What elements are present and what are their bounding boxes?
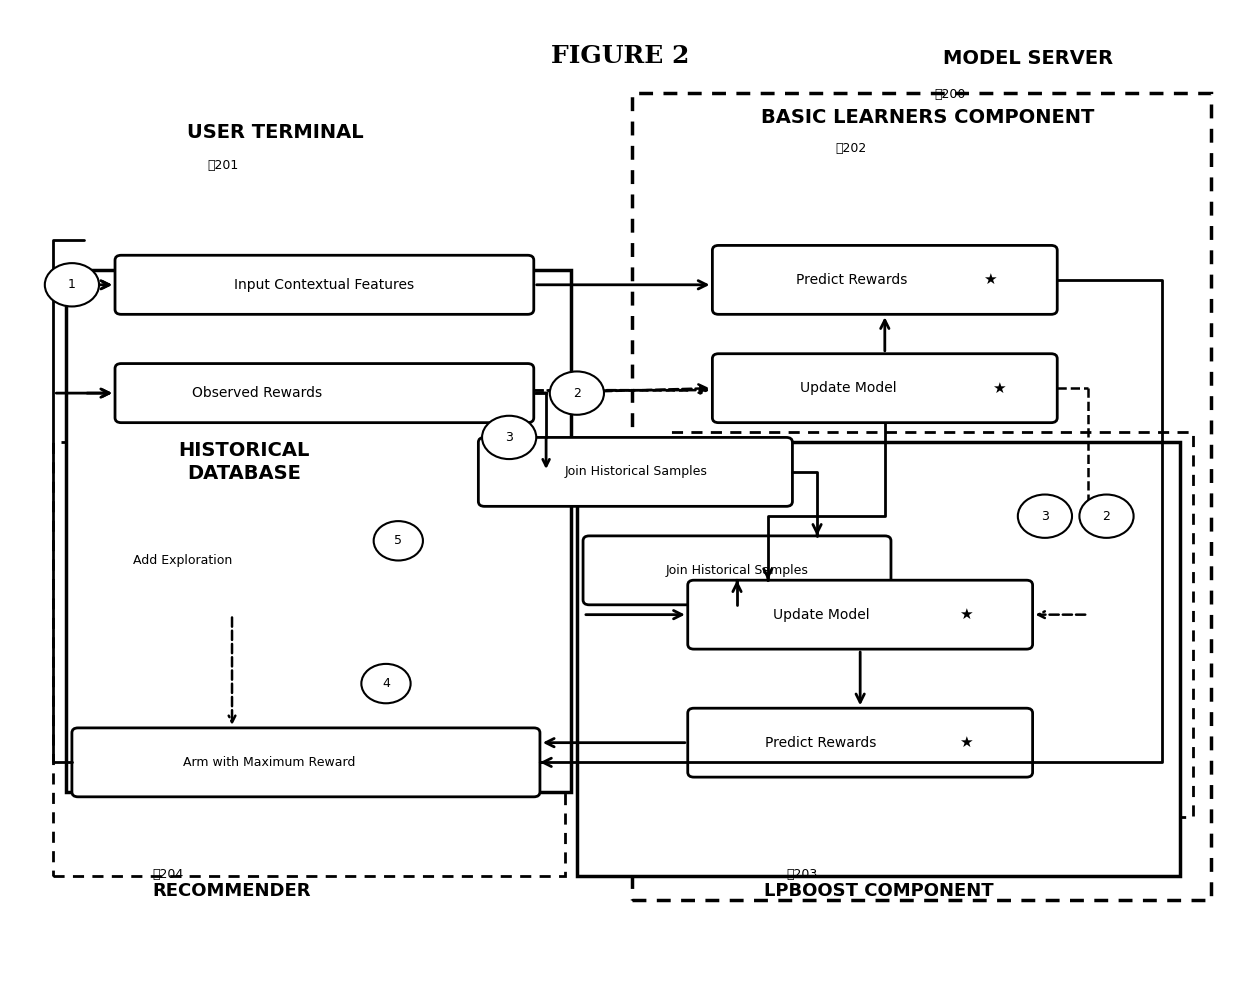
Text: BASIC LEARNERS COMPONENT: BASIC LEARNERS COMPONENT <box>761 108 1095 127</box>
Text: Join Historical Samples: Join Historical Samples <box>666 564 808 577</box>
Text: 4: 4 <box>382 677 389 690</box>
FancyBboxPatch shape <box>115 255 533 315</box>
Text: 2: 2 <box>573 386 580 399</box>
Circle shape <box>549 371 604 415</box>
Bar <box>670 433 1193 816</box>
FancyBboxPatch shape <box>115 363 533 423</box>
Text: ★: ★ <box>983 272 997 287</box>
Circle shape <box>45 263 99 307</box>
Text: HISTORICAL
DATABASE: HISTORICAL DATABASE <box>179 441 310 484</box>
Text: 〈201: 〈201 <box>207 159 238 172</box>
Text: USER TERMINAL: USER TERMINAL <box>187 123 363 142</box>
Text: 3: 3 <box>1042 509 1049 522</box>
Bar <box>66 270 570 791</box>
Text: 3: 3 <box>505 431 513 444</box>
Text: ★: ★ <box>959 735 972 750</box>
Text: MODEL SERVER: MODEL SERVER <box>942 50 1112 69</box>
Circle shape <box>373 521 423 560</box>
FancyBboxPatch shape <box>712 354 1058 423</box>
Text: 〈200: 〈200 <box>934 87 966 101</box>
Text: Join Historical Samples: Join Historical Samples <box>564 466 708 479</box>
FancyBboxPatch shape <box>479 438 792 506</box>
Circle shape <box>1079 495 1133 538</box>
Text: FIGURE 2: FIGURE 2 <box>551 44 689 68</box>
Text: 〈204: 〈204 <box>153 868 184 881</box>
Text: ★: ★ <box>959 607 972 623</box>
Text: Update Model: Update Model <box>773 608 874 622</box>
Text: LPBOOST COMPONENT: LPBOOST COMPONENT <box>764 883 993 901</box>
Circle shape <box>1018 495 1073 538</box>
Text: Arm with Maximum Reward: Arm with Maximum Reward <box>182 756 355 769</box>
Bar <box>84 541 398 615</box>
Circle shape <box>361 664 410 703</box>
Circle shape <box>482 416 536 459</box>
Text: 5: 5 <box>394 534 402 547</box>
Text: Add Exploration: Add Exploration <box>133 554 232 567</box>
Text: Predict Rewards: Predict Rewards <box>765 736 882 750</box>
Text: Update Model: Update Model <box>800 381 897 395</box>
FancyBboxPatch shape <box>688 708 1033 778</box>
Bar <box>632 92 1211 901</box>
Text: 〈203: 〈203 <box>786 868 817 881</box>
Text: 1: 1 <box>68 278 76 291</box>
Text: Predict Rewards: Predict Rewards <box>796 273 911 287</box>
Text: 〈202: 〈202 <box>836 142 867 155</box>
FancyBboxPatch shape <box>712 245 1058 315</box>
Text: Input Contextual Features: Input Contextual Features <box>234 278 414 292</box>
Text: RECOMMENDER: RECOMMENDER <box>153 883 311 901</box>
Text: Observed Rewards: Observed Rewards <box>192 386 321 400</box>
Bar <box>53 442 564 876</box>
FancyBboxPatch shape <box>583 536 892 605</box>
FancyBboxPatch shape <box>688 580 1033 649</box>
Text: 2: 2 <box>1102 509 1111 522</box>
Text: ★: ★ <box>992 380 1006 395</box>
FancyBboxPatch shape <box>72 728 539 796</box>
Bar <box>577 442 1180 876</box>
